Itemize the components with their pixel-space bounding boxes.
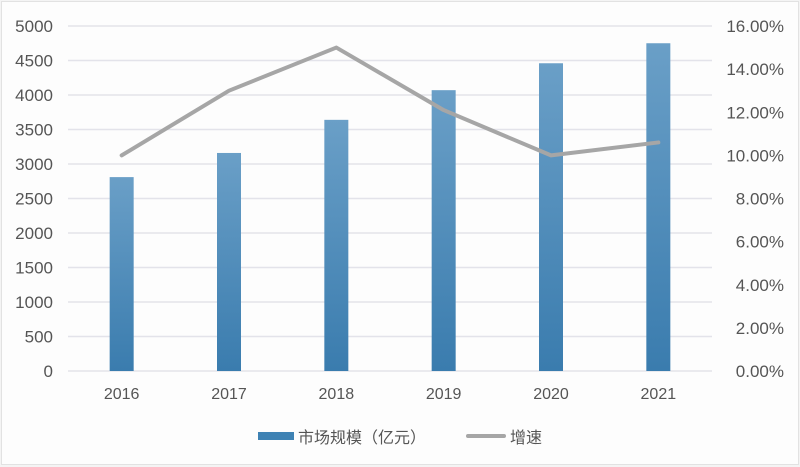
left-tick-label: 3000 (15, 155, 53, 174)
x-tick-label: 2017 (211, 386, 247, 403)
x-tick-label: 2021 (641, 386, 677, 403)
bar (646, 43, 671, 371)
legend-label: 增速 (510, 430, 543, 447)
x-tick-label: 2018 (319, 386, 355, 403)
x-tick-label: 2016 (104, 386, 140, 403)
x-axis-labels: 2016 2017 2018 2019 2020 2021 (104, 386, 676, 403)
left-tick-label: 2500 (15, 190, 53, 209)
right-tick-label: 16.00% (726, 17, 784, 36)
right-tick-label: 4.00% (736, 276, 784, 295)
bar-series (109, 43, 671, 372)
line-swatch-icon (466, 434, 506, 438)
right-tick-label: 2.00% (736, 319, 784, 338)
right-tick-label: 14.00% (726, 60, 784, 79)
growth-line (119, 45, 661, 158)
legend: 市场规模（亿元） 增速 (0, 424, 800, 448)
right-axis-ticks: 0.00% 2.00% 4.00% 6.00% 8.00% 10.00% 12.00% 14.… (726, 17, 784, 381)
gridlines (68, 25, 712, 372)
bar-swatch-icon (257, 432, 294, 440)
left-tick-label: 5000 (15, 17, 53, 36)
left-tick-label: 2000 (15, 224, 53, 243)
bar (109, 177, 134, 371)
right-tick-label: 8.00% (736, 190, 784, 209)
left-tick-label: 500 (25, 328, 53, 347)
x-tick-label: 2019 (426, 386, 462, 403)
left-tick-label: 1000 (15, 293, 53, 312)
left-axis-ticks: 0 500 1000 1500 2000 2500 3000 3500 4000 4500 5000 (15, 17, 53, 381)
left-tick-label: 0 (44, 362, 53, 381)
legend-label: 市场规模（亿元） (297, 430, 426, 447)
bar (539, 63, 563, 371)
left-tick-label: 3500 (15, 121, 53, 140)
right-tick-label: 0.00% (736, 362, 784, 381)
bar (217, 152, 241, 371)
right-tick-label: 12.00% (726, 103, 784, 122)
legend-item-market-size: 市场规模（亿元） (257, 424, 426, 448)
left-tick-label: 1500 (15, 259, 53, 278)
right-tick-label: 10.00% (726, 146, 784, 165)
right-tick-label: 6.00% (736, 233, 784, 252)
bar (324, 119, 349, 371)
legend-item-growth: 增速 (466, 424, 542, 448)
bar (431, 90, 456, 372)
x-tick-label: 2020 (533, 386, 569, 403)
left-tick-label: 4000 (15, 86, 53, 105)
left-tick-label: 4500 (15, 52, 53, 71)
